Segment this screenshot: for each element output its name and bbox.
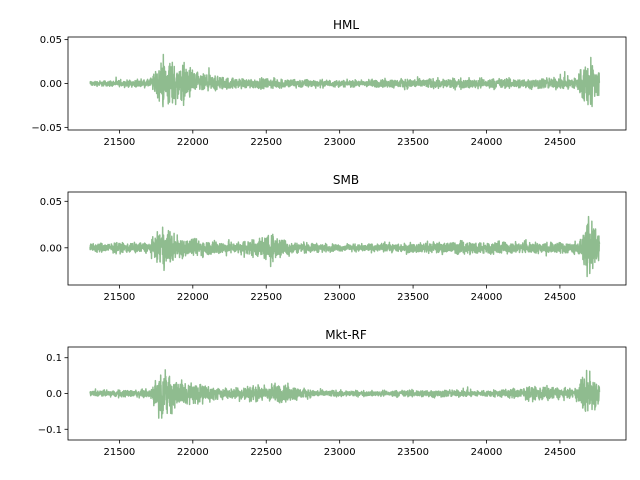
x-tick-label: 23500 xyxy=(397,137,429,148)
y-tick-label: 0.05 xyxy=(40,197,62,208)
x-tick-label: 24500 xyxy=(544,447,576,458)
x-tick-label: 23000 xyxy=(324,292,356,303)
subplot-mkt-rf: Mkt-RF 21500 22000 22500 23000 23500 24000 245… xyxy=(38,328,627,458)
x-tick-label: 21500 xyxy=(103,447,135,458)
x-tick-label: 22500 xyxy=(250,447,282,458)
subplot-title: HML xyxy=(333,18,359,32)
x-tick-label: 24500 xyxy=(544,292,576,303)
x-tick-label: 22000 xyxy=(177,137,209,148)
x-tick-label: 24500 xyxy=(544,137,576,148)
y-tick-label: 0.0 xyxy=(46,389,62,400)
x-tick-label: 21500 xyxy=(103,292,135,303)
x-tick-label: 23500 xyxy=(397,447,429,458)
subplot-hml: HML 21500 22000 22500 23000 23500 24000 24500 −… xyxy=(31,18,627,148)
x-tick-label: 24000 xyxy=(471,292,503,303)
series-line xyxy=(89,215,601,278)
series-line xyxy=(89,369,601,419)
x-tick-label: 22000 xyxy=(177,447,209,458)
x-tick-label: 22500 xyxy=(250,292,282,303)
y-tick-label: 0.05 xyxy=(40,35,62,46)
x-tick-label: 22500 xyxy=(250,137,282,148)
y-tick-label: 0.00 xyxy=(40,79,62,90)
y-tick-label: −0.1 xyxy=(38,425,62,436)
y-tick-label: 0.1 xyxy=(46,353,62,364)
subplot-title: SMB xyxy=(333,173,359,187)
y-tick-label: 0.00 xyxy=(40,243,62,254)
y-tick-label: −0.05 xyxy=(31,123,62,134)
subplot-smb: SMB 21500 22000 22500 23000 23500 24000 24500 0… xyxy=(40,173,627,303)
series-line xyxy=(89,53,601,108)
x-tick-label: 23500 xyxy=(397,292,429,303)
x-tick-label: 22000 xyxy=(177,292,209,303)
x-tick-label: 23000 xyxy=(324,137,356,148)
x-tick-label: 24000 xyxy=(471,137,503,148)
x-tick-label: 24000 xyxy=(471,447,503,458)
x-tick-label: 21500 xyxy=(103,137,135,148)
subplot-title: Mkt-RF xyxy=(325,328,367,342)
axes-frame xyxy=(67,191,627,286)
x-tick-label: 23000 xyxy=(324,447,356,458)
